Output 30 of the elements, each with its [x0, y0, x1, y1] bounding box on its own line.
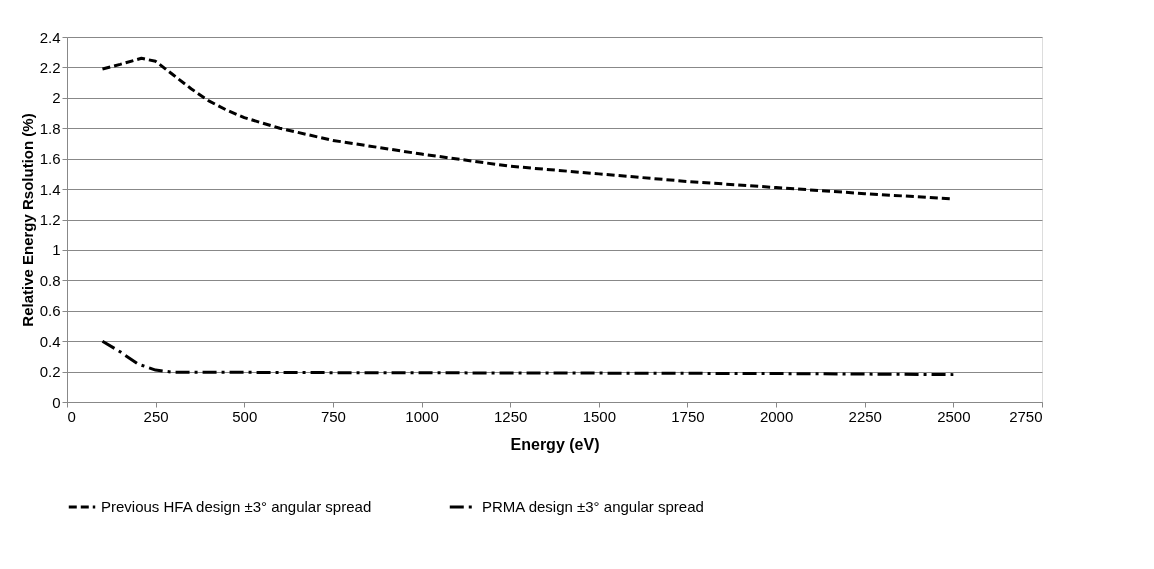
y-tick-label: 1.6	[39, 150, 61, 168]
y-tick-label: 0	[52, 393, 61, 411]
x-tick-label: 1750	[671, 407, 705, 425]
line-series	[100, 339, 955, 377]
y-tick-label: 1.2	[39, 211, 61, 228]
y-tick-label: 1.8	[39, 119, 61, 137]
y-tick-label: 2.2	[39, 58, 61, 76]
y-tick-label: 2	[52, 89, 61, 107]
x-tick-label: 2250	[848, 407, 882, 425]
x-tick-label: 1250	[493, 407, 528, 425]
x-axis-title: Energy (eV)	[510, 435, 600, 453]
x-tick-label: 1000	[405, 407, 439, 425]
legend-label: Previous HFA design ±3° angular spread	[101, 498, 372, 515]
x-tick-label: 1500	[582, 407, 617, 425]
y-tick-label: 2.4	[39, 28, 61, 46]
x-tick-label: 0	[67, 407, 76, 425]
y-tick-label: 0.6	[39, 302, 61, 320]
y-tick-label: 0.2	[39, 363, 61, 381]
y-tick-label: 0.4	[39, 332, 61, 350]
y-tick-label: 1	[52, 241, 61, 259]
x-tick-label: 2750	[1009, 407, 1043, 425]
x-tick-label: 750	[320, 407, 346, 425]
x-tick-label: 2500	[937, 407, 971, 425]
x-tick-label: 250	[143, 407, 169, 425]
y-tick-label: 1.4	[39, 180, 61, 198]
legend-label: PRMA design ±3° angular spread	[482, 498, 704, 515]
y-tick-label: 0.8	[39, 271, 61, 289]
x-tick-label: 500	[232, 407, 258, 425]
x-tick-label: 2000	[759, 407, 794, 425]
y-axis-title: Relative Energy Rsolution (%)	[18, 113, 36, 327]
